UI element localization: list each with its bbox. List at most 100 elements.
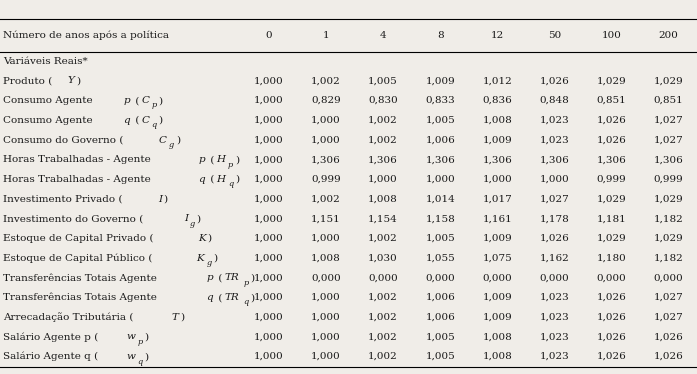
- Text: 1,008: 1,008: [482, 116, 512, 125]
- Text: 1,306: 1,306: [654, 155, 683, 164]
- Text: K: K: [197, 254, 204, 263]
- Text: ): ): [158, 96, 162, 105]
- Text: 100: 100: [602, 31, 621, 40]
- Text: 1,027: 1,027: [654, 293, 683, 302]
- Text: 0,999: 0,999: [311, 175, 341, 184]
- Text: 1,000: 1,000: [254, 175, 284, 184]
- Text: 0,848: 0,848: [539, 96, 569, 105]
- Text: ): ): [197, 214, 201, 223]
- Text: 1,030: 1,030: [368, 254, 398, 263]
- Text: 1,000: 1,000: [254, 96, 284, 105]
- Text: T: T: [171, 313, 178, 322]
- Text: q: q: [138, 358, 143, 365]
- Text: 1,000: 1,000: [254, 135, 284, 144]
- Text: 1,012: 1,012: [482, 76, 512, 85]
- Text: TR: TR: [224, 293, 239, 302]
- Text: 1,151: 1,151: [311, 214, 341, 223]
- Text: 0,830: 0,830: [368, 96, 398, 105]
- Text: 0,000: 0,000: [539, 273, 569, 282]
- Text: q: q: [206, 293, 213, 302]
- Text: Estoque de Capital Privado (: Estoque de Capital Privado (: [3, 234, 154, 243]
- Text: p: p: [199, 155, 205, 164]
- Text: 8: 8: [437, 31, 443, 40]
- Text: C: C: [141, 96, 149, 105]
- Text: 1,002: 1,002: [368, 135, 398, 144]
- Text: 1,000: 1,000: [254, 76, 284, 85]
- Text: 1,008: 1,008: [482, 352, 512, 361]
- Text: ): ): [144, 352, 148, 361]
- Text: 1,023: 1,023: [539, 332, 569, 341]
- Text: TR: TR: [224, 273, 239, 282]
- Text: 1,005: 1,005: [368, 76, 398, 85]
- Text: 1,000: 1,000: [254, 116, 284, 125]
- Text: p: p: [228, 160, 233, 169]
- Text: 1,055: 1,055: [425, 254, 455, 263]
- Text: Investimento do Governo (: Investimento do Governo (: [3, 214, 144, 223]
- Text: 1,026: 1,026: [597, 293, 627, 302]
- Text: 1,026: 1,026: [597, 135, 627, 144]
- Text: 1,306: 1,306: [425, 155, 455, 164]
- Text: 0,836: 0,836: [482, 96, 512, 105]
- Text: 1,005: 1,005: [425, 234, 455, 243]
- Text: 0,829: 0,829: [311, 96, 341, 105]
- Text: 1,161: 1,161: [482, 214, 512, 223]
- Text: 200: 200: [659, 31, 678, 40]
- Text: ): ): [250, 293, 254, 302]
- Text: 1,181: 1,181: [597, 214, 627, 223]
- Text: 1,002: 1,002: [368, 116, 398, 125]
- Text: Número de anos após a política: Número de anos após a política: [3, 30, 169, 40]
- Text: 1,023: 1,023: [539, 116, 569, 125]
- Text: Transferências Totais Agente: Transferências Totais Agente: [3, 293, 160, 302]
- Text: ): ): [208, 234, 212, 243]
- Text: (: (: [132, 96, 139, 105]
- Text: 1,306: 1,306: [482, 155, 512, 164]
- Text: 0,999: 0,999: [597, 175, 627, 184]
- Text: 1,029: 1,029: [654, 76, 683, 85]
- Text: 1,026: 1,026: [539, 76, 569, 85]
- Text: 0,000: 0,000: [368, 273, 398, 282]
- Text: (: (: [215, 273, 222, 282]
- Text: 1,008: 1,008: [311, 254, 341, 263]
- Text: 1,026: 1,026: [654, 332, 683, 341]
- Text: 1,075: 1,075: [482, 254, 512, 263]
- Text: C: C: [141, 116, 149, 125]
- Text: 1,154: 1,154: [368, 214, 398, 223]
- Text: 1,029: 1,029: [597, 234, 627, 243]
- Text: q: q: [228, 180, 233, 188]
- Text: 1,306: 1,306: [597, 155, 627, 164]
- Text: Consumo Agente: Consumo Agente: [3, 116, 96, 125]
- Text: 1,008: 1,008: [482, 332, 512, 341]
- Text: Consumo do Governo (: Consumo do Governo (: [3, 135, 124, 144]
- Text: 1,026: 1,026: [597, 313, 627, 322]
- Text: 1,002: 1,002: [368, 352, 398, 361]
- Text: 1,000: 1,000: [311, 313, 341, 322]
- Text: 1,000: 1,000: [311, 116, 341, 125]
- Text: ): ): [163, 194, 167, 203]
- Text: Consumo Agente: Consumo Agente: [3, 96, 96, 105]
- Text: 1,000: 1,000: [311, 293, 341, 302]
- Text: ): ): [158, 116, 162, 125]
- Text: 1,027: 1,027: [654, 135, 683, 144]
- Text: 1,000: 1,000: [254, 273, 284, 282]
- Text: Arrecadação Tributária (: Arrecadação Tributária (: [3, 312, 134, 322]
- Text: 1,000: 1,000: [254, 155, 284, 164]
- Text: 1,009: 1,009: [482, 234, 512, 243]
- Text: ): ): [235, 155, 239, 164]
- Text: 1,000: 1,000: [425, 175, 455, 184]
- Text: 0,000: 0,000: [311, 273, 341, 282]
- Text: Variáveis Reais*: Variáveis Reais*: [3, 57, 88, 66]
- Text: 1,306: 1,306: [368, 155, 398, 164]
- Text: 0,999: 0,999: [654, 175, 683, 184]
- Text: K: K: [198, 234, 206, 243]
- Text: 1,006: 1,006: [425, 293, 455, 302]
- Text: 1,027: 1,027: [654, 116, 683, 125]
- Text: q: q: [243, 298, 249, 306]
- Text: 1,009: 1,009: [425, 76, 455, 85]
- Text: Horas Trabalhadas - Agente: Horas Trabalhadas - Agente: [3, 155, 155, 164]
- Text: 1,026: 1,026: [597, 116, 627, 125]
- Text: 1,006: 1,006: [425, 313, 455, 322]
- Text: 1,162: 1,162: [539, 254, 569, 263]
- Text: 1,026: 1,026: [597, 352, 627, 361]
- Text: 1,000: 1,000: [254, 293, 284, 302]
- Text: C: C: [159, 135, 167, 144]
